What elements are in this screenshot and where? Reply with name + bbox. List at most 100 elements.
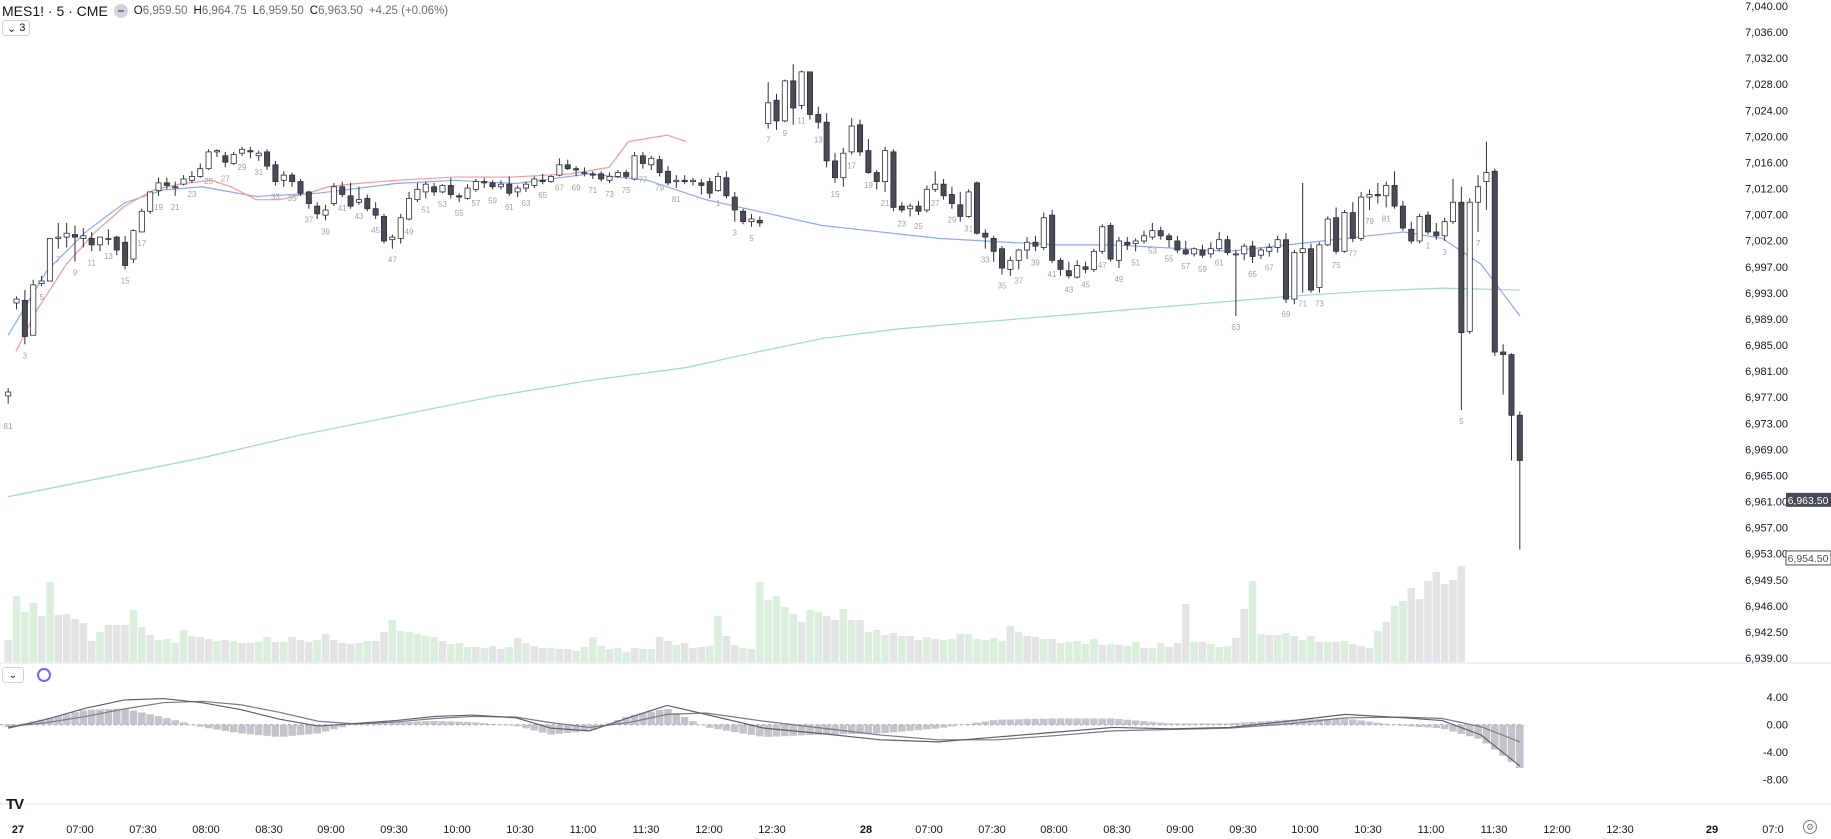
candle-body[interactable] xyxy=(1491,170,1498,353)
candle-body[interactable] xyxy=(63,232,70,238)
candle-body[interactable] xyxy=(1308,248,1315,291)
candle-body[interactable] xyxy=(1341,212,1348,252)
candle-body[interactable] xyxy=(723,177,730,197)
candle-body[interactable] xyxy=(514,187,521,193)
candle-body[interactable] xyxy=(372,208,379,216)
candle-body[interactable] xyxy=(1450,201,1457,223)
candle-body[interactable] xyxy=(564,164,571,170)
candle-body[interactable] xyxy=(447,185,454,195)
candle-body[interactable] xyxy=(1358,196,1365,239)
candle-body[interactable] xyxy=(155,182,162,192)
candle-body[interactable] xyxy=(690,179,697,182)
candle-body[interactable] xyxy=(213,150,220,153)
candle-body[interactable] xyxy=(147,191,154,212)
candle-body[interactable] xyxy=(46,237,53,282)
candle-body[interactable] xyxy=(1241,245,1248,255)
symbol-title[interactable]: MES1! · 5 · CME xyxy=(2,3,108,19)
candle-body[interactable] xyxy=(1475,186,1482,203)
candle-body[interactable] xyxy=(656,159,663,173)
candle-body[interactable] xyxy=(1141,235,1147,242)
candle-body[interactable] xyxy=(1299,248,1306,253)
candle-body[interactable] xyxy=(13,298,20,304)
candle-body[interactable] xyxy=(264,151,271,167)
candle-body[interactable] xyxy=(1032,241,1039,247)
macd-pane-collapse-button[interactable]: ⌄ xyxy=(2,667,24,683)
candle-body[interactable] xyxy=(965,191,972,217)
candle-body[interactable] xyxy=(21,299,28,337)
secondary-price-tag[interactable] xyxy=(1785,550,1831,566)
candle-body[interactable] xyxy=(113,236,120,251)
candle-body[interactable] xyxy=(1441,221,1448,237)
candle-body[interactable] xyxy=(806,71,813,115)
candle-body[interactable] xyxy=(1174,240,1181,251)
candle-body[interactable] xyxy=(848,125,855,153)
candle-body[interactable] xyxy=(756,219,763,224)
candle-body[interactable] xyxy=(790,80,797,109)
candle-body[interactable] xyxy=(639,155,646,164)
candle-body[interactable] xyxy=(923,188,930,211)
candle-body[interactable] xyxy=(130,230,137,260)
candle-body[interactable] xyxy=(957,204,964,217)
candle-body[interactable] xyxy=(1274,239,1281,248)
candle-body[interactable] xyxy=(798,71,805,106)
candle-body[interactable] xyxy=(1040,217,1047,248)
candle-body[interactable] xyxy=(773,99,780,122)
candle-body[interactable] xyxy=(1249,245,1256,257)
candle-body[interactable] xyxy=(1266,247,1273,252)
candle-body[interactable] xyxy=(1199,249,1206,256)
candle-body[interactable] xyxy=(1282,239,1289,300)
candle-body[interactable] xyxy=(1115,240,1122,261)
candle-body[interactable] xyxy=(364,197,371,210)
candle-body[interactable] xyxy=(598,173,605,180)
candle-body[interactable] xyxy=(673,179,680,182)
candle-body[interactable] xyxy=(1107,225,1114,260)
candle-body[interactable] xyxy=(1416,216,1423,242)
candle-body[interactable] xyxy=(406,197,413,220)
candle-body[interactable] xyxy=(907,205,914,210)
candle-body[interactable] xyxy=(573,168,580,171)
candle-body[interactable] xyxy=(339,186,346,195)
candle-body[interactable] xyxy=(1399,205,1406,229)
candle-body[interactable] xyxy=(840,152,847,179)
candle-body[interactable] xyxy=(255,152,262,157)
candle-body[interactable] xyxy=(1057,259,1064,270)
candle-body[interactable] xyxy=(188,176,195,181)
candle-body[interactable] xyxy=(1149,230,1156,238)
candle-body[interactable] xyxy=(1049,214,1056,261)
candle-body[interactable] xyxy=(1207,248,1214,255)
candle-body[interactable] xyxy=(464,187,471,199)
candle-body[interactable] xyxy=(606,176,613,181)
candle-body[interactable] xyxy=(439,185,446,193)
candle-body[interactable] xyxy=(1074,265,1081,278)
candle-body[interactable] xyxy=(539,179,546,182)
candle-body[interactable] xyxy=(1291,252,1298,300)
candle-body[interactable] xyxy=(857,124,864,153)
candle-body[interactable] xyxy=(205,151,212,170)
candle-body[interactable] xyxy=(522,183,529,189)
candle-body[interactable] xyxy=(1366,194,1373,198)
candle-body[interactable] xyxy=(55,236,62,239)
candle-body[interactable] xyxy=(239,148,246,154)
candle-body[interactable] xyxy=(197,168,204,177)
candle-body[interactable] xyxy=(1182,249,1189,255)
candle-body[interactable] xyxy=(1500,351,1507,355)
candle-body[interactable] xyxy=(230,154,237,164)
candle-body[interactable] xyxy=(1466,201,1473,332)
candle-body[interactable] xyxy=(506,183,513,194)
candle-body[interactable] xyxy=(1090,250,1097,270)
candle-body[interactable] xyxy=(422,183,429,193)
candle-body[interactable] xyxy=(1383,185,1390,197)
candle-body[interactable] xyxy=(289,174,296,182)
candle-body[interactable] xyxy=(1374,194,1381,197)
candle-body[interactable] xyxy=(414,188,421,201)
candle-body[interactable] xyxy=(1124,241,1131,246)
candle-body[interactable] xyxy=(823,121,830,162)
candle-body[interactable] xyxy=(740,210,747,223)
candle-body[interactable] xyxy=(614,172,621,177)
candle-body[interactable] xyxy=(105,237,112,240)
candle-body[interactable] xyxy=(1349,212,1356,239)
candle-body[interactable] xyxy=(1508,354,1515,416)
candle-body[interactable] xyxy=(1433,231,1440,237)
candle-body[interactable] xyxy=(1257,249,1264,256)
